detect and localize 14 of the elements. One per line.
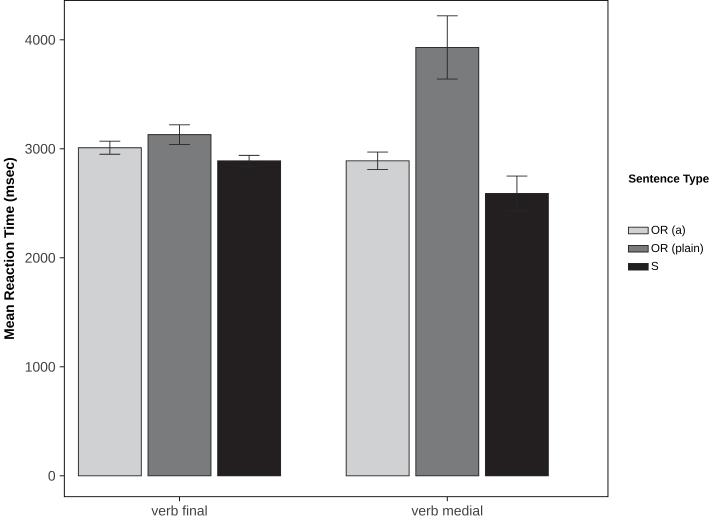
legend-label: OR (plain) [652, 243, 703, 254]
y-axis-title: Mean Reaction Time (msec) [4, 158, 17, 339]
bar [217, 160, 282, 476]
legend-label: S [651, 262, 658, 270]
y-tick-label: 4000 [25, 34, 56, 45]
legend-label: OR (a) [652, 225, 685, 236]
y-tick-label: 0 [48, 470, 56, 481]
legend-title: Sentence Type [628, 174, 709, 185]
x-tick-label: verb final [151, 505, 207, 516]
y-tick-label: 1000 [26, 362, 56, 372]
y-tick-label: 2000 [25, 252, 56, 263]
x-tick-label: verb medial [411, 505, 482, 516]
bar [78, 147, 142, 476]
y-tick-label: 3000 [25, 144, 56, 154]
